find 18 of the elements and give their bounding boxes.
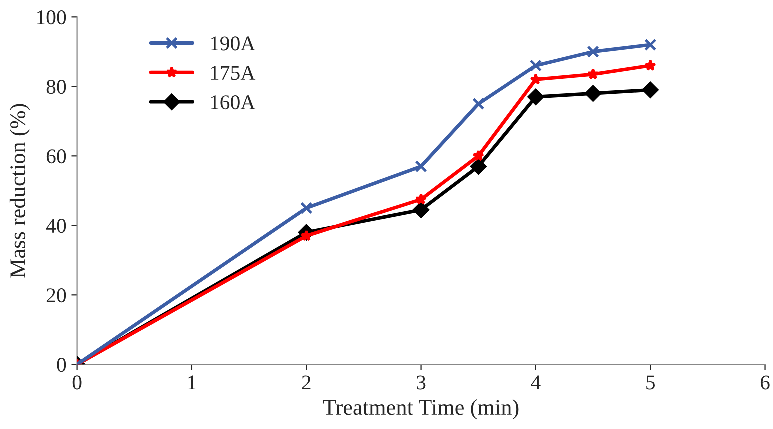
y-tick-label: 100 xyxy=(37,10,66,25)
y-tick-label: 80 xyxy=(46,80,66,94)
x-tick-label: 5 xyxy=(646,376,656,390)
x-tick-label: 4 xyxy=(531,376,541,390)
y-tick-label: 0 xyxy=(57,358,66,372)
legend-label: 160A xyxy=(211,96,256,110)
legend-label: 175A xyxy=(211,66,256,80)
x-tick-label: 6 xyxy=(760,376,770,390)
x-tick-label: 2 xyxy=(302,376,311,390)
x-axis-title: Treatment Time (min) xyxy=(323,400,519,420)
legend-label: 190A xyxy=(211,36,256,51)
y-tick-label: 60 xyxy=(46,150,66,164)
x-tick-label: 3 xyxy=(417,376,426,390)
y-axis-title: Mass reduction (%) xyxy=(10,104,30,278)
y-tick-label: 40 xyxy=(46,219,66,234)
x-tick-label: 0 xyxy=(72,376,82,390)
y-tick-label: 20 xyxy=(46,288,66,303)
x-tick-label: 1 xyxy=(188,376,196,390)
